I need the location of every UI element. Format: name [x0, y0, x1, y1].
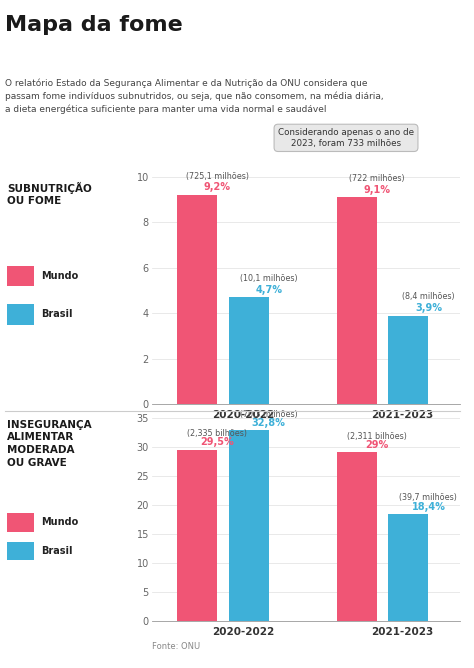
Text: Mundo: Mundo	[41, 518, 78, 528]
Text: 29,5%: 29,5%	[201, 437, 234, 447]
Text: 9,2%: 9,2%	[204, 182, 231, 192]
Bar	[337, 452, 377, 621]
Text: (725,1 milhões): (725,1 milhões)	[186, 172, 249, 181]
FancyBboxPatch shape	[8, 304, 34, 325]
FancyBboxPatch shape	[8, 513, 34, 532]
Text: Brasil: Brasil	[41, 546, 73, 556]
Text: SUBNUTRIÇÃO
OU FOME: SUBNUTRIÇÃO OU FOME	[8, 182, 92, 206]
Bar	[389, 514, 428, 621]
Bar	[228, 430, 269, 621]
Text: 3,9%: 3,9%	[415, 303, 442, 313]
Text: (722 milhões): (722 milhões)	[349, 174, 405, 184]
Bar	[177, 195, 217, 404]
Text: 4,7%: 4,7%	[255, 285, 282, 295]
Text: Fonte: ONU: Fonte: ONU	[152, 641, 200, 651]
Text: (8,4 milhões): (8,4 milhões)	[402, 293, 455, 301]
Bar	[177, 450, 217, 621]
Text: INSEGURANÇA
ALIMENTAR
MODERADA
OU GRAVE: INSEGURANÇA ALIMENTAR MODERADA OU GRAVE	[8, 420, 92, 468]
Text: (2,311 bilhões): (2,311 bilhões)	[347, 432, 407, 441]
FancyBboxPatch shape	[8, 266, 34, 286]
Text: (10,1 milhões): (10,1 milhões)	[240, 275, 298, 283]
Text: Considerando apenas o ano de
2023, foram 733 milhões: Considerando apenas o ano de 2023, foram…	[278, 128, 414, 148]
Text: (2,335 bilhões): (2,335 bilhões)	[187, 429, 247, 438]
FancyBboxPatch shape	[8, 542, 34, 560]
Text: 9,1%: 9,1%	[364, 185, 391, 195]
Text: Mapa da fome: Mapa da fome	[5, 15, 182, 35]
Text: O relatório Estado da Segurança Alimentar e da Nutrição da ONU considera que
pas: O relatório Estado da Segurança Alimenta…	[5, 79, 383, 114]
Text: Brasil: Brasil	[41, 309, 73, 319]
Text: (70,3 milhões): (70,3 milhões)	[240, 409, 298, 419]
Bar	[228, 297, 269, 404]
Text: 29%: 29%	[365, 440, 389, 450]
Text: Mundo: Mundo	[41, 271, 78, 281]
Bar	[337, 198, 377, 404]
Text: 32,8%: 32,8%	[252, 418, 285, 428]
Bar	[389, 315, 428, 404]
Text: (39,7 milhões): (39,7 milhões)	[400, 494, 457, 502]
Text: 18,4%: 18,4%	[411, 502, 446, 512]
